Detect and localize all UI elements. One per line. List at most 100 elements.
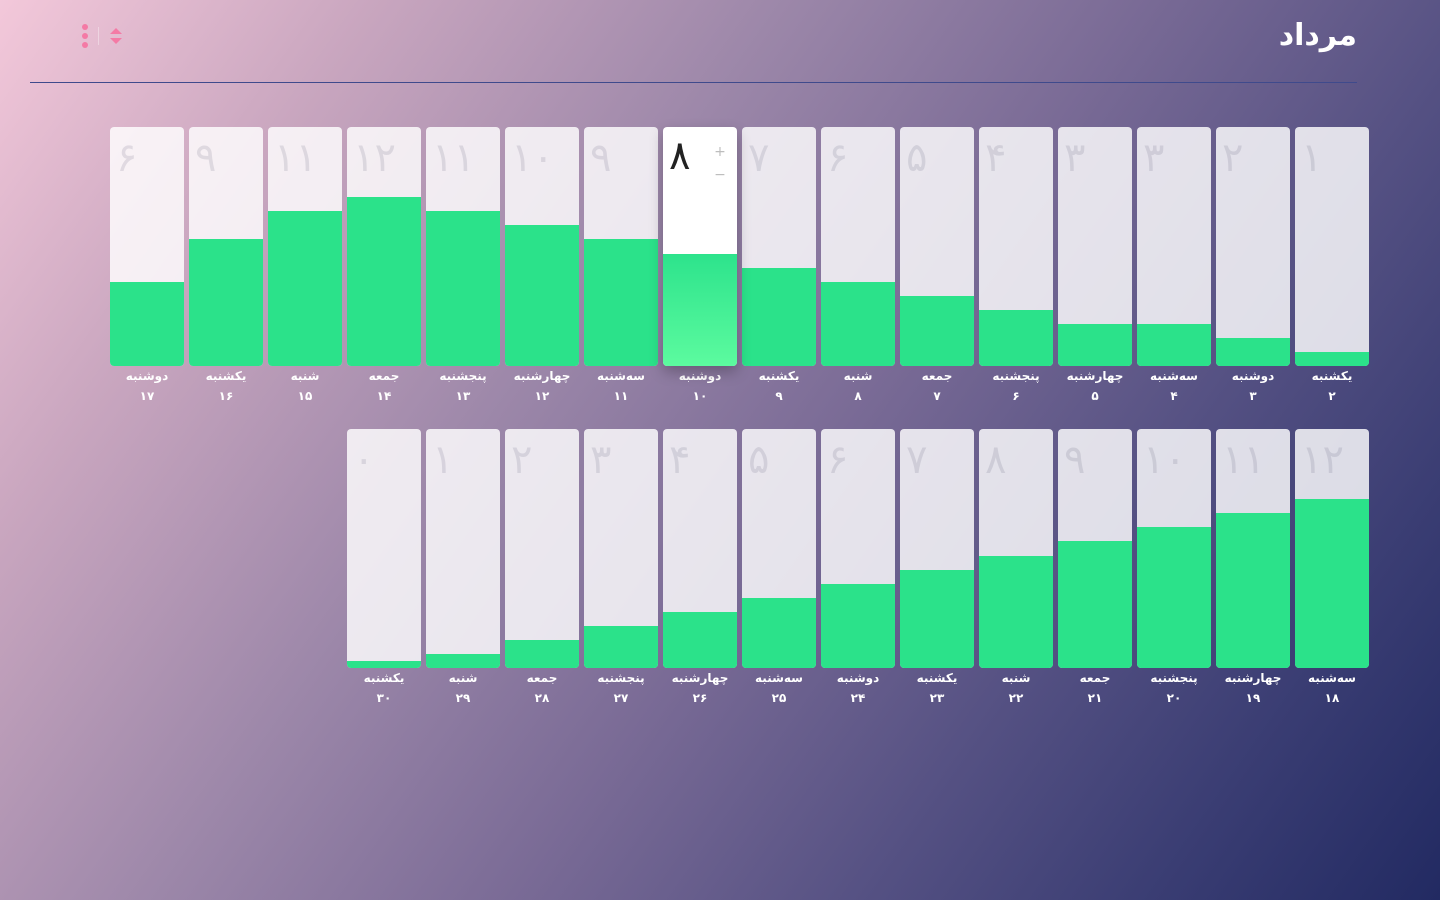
- weekday-label: جمعه: [368, 369, 400, 383]
- day-card[interactable]: ۷: [900, 429, 974, 668]
- day-card[interactable]: ۱۰: [505, 127, 579, 366]
- day-value: ۹: [195, 135, 217, 181]
- day-label: سه‌شنبه ۲۵: [742, 668, 816, 708]
- weekday-label: چهارشنبه: [671, 671, 729, 685]
- weekday-label: پنجشنبه: [597, 671, 645, 685]
- day-card[interactable]: ۳: [1058, 127, 1132, 366]
- date-label: ۸: [854, 389, 862, 403]
- day-card[interactable]: ۱۰: [1137, 429, 1211, 668]
- date-label: ۲۴: [850, 691, 866, 705]
- increment-button[interactable]: +: [714, 144, 726, 160]
- weekday-label: پنجشنبه: [439, 369, 487, 383]
- day-level-fill: [505, 225, 579, 366]
- day-value: ۸: [669, 133, 691, 179]
- day-level-fill: [1295, 499, 1369, 668]
- date-label: ۱۱: [613, 389, 629, 403]
- weekday-label: جمعه: [921, 369, 953, 383]
- day-level-fill: [189, 239, 263, 366]
- day-level-fill: [821, 282, 895, 366]
- date-label: ۱۲: [534, 389, 550, 403]
- day-card[interactable]: ۲: [1216, 127, 1290, 366]
- day-value: ۲: [1222, 135, 1244, 181]
- day-value: ۱۲: [353, 135, 396, 181]
- weekday-label: دوشنبه: [678, 369, 722, 383]
- day-card[interactable]: ۶: [821, 429, 895, 668]
- day-card[interactable]: ۸ + −: [663, 127, 737, 366]
- date-label: ۳: [1249, 389, 1257, 403]
- day-card[interactable]: ۱۲: [1295, 429, 1369, 668]
- weekday-label: شنبه: [448, 671, 478, 685]
- date-label: ۱۳: [455, 389, 471, 403]
- date-label: ۷: [933, 389, 941, 403]
- weekday-label: پنجشنبه: [1150, 671, 1198, 685]
- day-label: یکشنبه ۲۳: [900, 668, 974, 708]
- date-label: ۲۷: [613, 691, 629, 705]
- day-level-fill: [742, 268, 816, 366]
- day-label: چهارشنبه ۵: [1058, 366, 1132, 406]
- decrement-button[interactable]: −: [714, 167, 726, 183]
- weekday-label: یکشنبه: [1311, 369, 1353, 383]
- day-card[interactable]: ۲: [505, 429, 579, 668]
- day-card[interactable]: ۱: [426, 429, 500, 668]
- weekday-label: جمعه: [526, 671, 558, 685]
- day-level-fill: [1216, 338, 1290, 366]
- day-card[interactable]: ۱۲: [347, 127, 421, 366]
- day-card[interactable]: ۳: [1137, 127, 1211, 366]
- date-label: ۴: [1170, 389, 1178, 403]
- weekday-label: شنبه: [843, 369, 873, 383]
- date-label: ۱۰: [692, 389, 708, 403]
- day-label: دوشنبه ۳: [1216, 366, 1290, 406]
- weekday-label: سه‌شنبه: [755, 671, 803, 685]
- day-level-fill: [505, 640, 579, 668]
- day-card[interactable]: ۹: [189, 127, 263, 366]
- day-card[interactable]: ۴: [663, 429, 737, 668]
- day-label: سه‌شنبه ۱۱: [584, 366, 658, 406]
- day-card[interactable]: ۱: [1295, 127, 1369, 366]
- day-label: یکشنبه ۳۰: [347, 668, 421, 708]
- day-card[interactable]: ۹: [1058, 429, 1132, 668]
- date-label: ۱۸: [1324, 691, 1340, 705]
- day-label: سه‌شنبه ۴: [1137, 366, 1211, 406]
- date-label: ۲۵: [771, 691, 787, 705]
- date-label: ۱۹: [1245, 691, 1261, 705]
- toolbar-divider: [98, 27, 99, 45]
- day-card[interactable]: ۶: [821, 127, 895, 366]
- date-label: ۲۰: [1166, 691, 1182, 705]
- day-value: ۵: [906, 135, 928, 181]
- day-card[interactable]: ۷: [742, 127, 816, 366]
- day-label: پنجشنبه ۲۷: [584, 668, 658, 708]
- more-vertical-icon[interactable]: [80, 24, 90, 48]
- sort-icon[interactable]: [109, 25, 123, 47]
- date-label: ۱۷: [139, 389, 155, 403]
- day-label: شنبه ۱۵: [268, 366, 342, 406]
- day-level-fill: [663, 254, 737, 366]
- day-card[interactable]: ۶: [110, 127, 184, 366]
- toolbar: [80, 24, 123, 48]
- weekday-label: جمعه: [1079, 671, 1111, 685]
- day-card[interactable]: ۹: [584, 127, 658, 366]
- day-label: چهارشنبه ۱۲: [505, 366, 579, 406]
- day-value: ۱۱: [432, 135, 475, 181]
- day-card[interactable]: ۱۱: [268, 127, 342, 366]
- day-value: ۱: [1301, 135, 1323, 181]
- date-label: ۲۸: [534, 691, 550, 705]
- day-value: ۴: [985, 135, 1007, 181]
- date-label: ۲: [1328, 389, 1336, 403]
- day-card[interactable]: ۱۱: [1216, 429, 1290, 668]
- day-value: ۲: [511, 437, 533, 483]
- day-card[interactable]: ۰: [347, 429, 421, 668]
- weekday-label: دوشنبه: [1231, 369, 1275, 383]
- day-card[interactable]: ۵: [900, 127, 974, 366]
- day-level-fill: [663, 612, 737, 668]
- day-card[interactable]: ۴: [979, 127, 1053, 366]
- day-value: ۵: [748, 437, 770, 483]
- weekday-label: یکشنبه: [205, 369, 247, 383]
- day-label: شنبه ۲۹: [426, 668, 500, 708]
- day-card[interactable]: ۳: [584, 429, 658, 668]
- day-card[interactable]: ۱۱: [426, 127, 500, 366]
- day-card[interactable]: ۵: [742, 429, 816, 668]
- day-card[interactable]: ۸: [979, 429, 1053, 668]
- day-level-fill: [110, 282, 184, 366]
- day-level-fill: [821, 584, 895, 668]
- day-value: ۱۱: [274, 135, 317, 181]
